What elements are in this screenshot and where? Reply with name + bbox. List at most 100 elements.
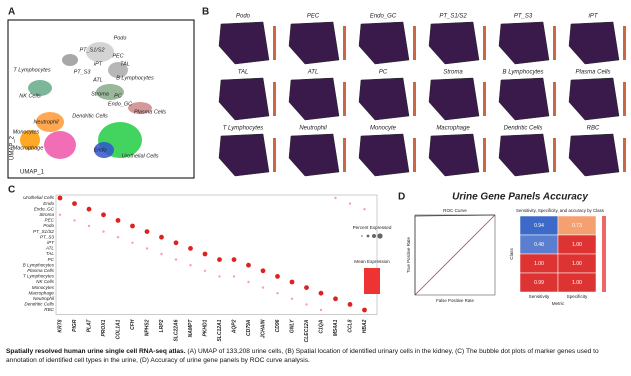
kidney-section bbox=[498, 21, 550, 65]
legend-dot bbox=[366, 234, 370, 238]
row-label: B Lymphocytes bbox=[23, 262, 55, 267]
gene-label: JCHAIN bbox=[260, 319, 266, 338]
dotplot-frame bbox=[55, 194, 378, 315]
heat-value: 1.00 bbox=[572, 261, 582, 267]
gene-label: CD79A bbox=[246, 319, 252, 336]
gene-label: AQP2 bbox=[231, 319, 237, 334]
heat-value: 0.73 bbox=[572, 223, 582, 229]
expression-dot bbox=[275, 274, 280, 279]
cluster-blob bbox=[108, 62, 128, 78]
row-label: T Lymphocytes bbox=[23, 274, 55, 279]
row-label: TAL bbox=[46, 251, 55, 256]
cluster-blob bbox=[20, 130, 40, 150]
tile-label: Monocyte bbox=[370, 126, 397, 132]
cluster-label: Dendritic Cells bbox=[72, 113, 108, 119]
expression-dot bbox=[246, 262, 251, 268]
panel-title: Urine Gene Panels Accuracy bbox=[452, 192, 588, 203]
expression-dot bbox=[116, 236, 120, 239]
caption-text: (A) UMAP of 133,208 urine cells, (B) Spa… bbox=[6, 348, 599, 364]
tile-label: Podo bbox=[236, 14, 251, 20]
expression-dot bbox=[232, 275, 236, 278]
cluster-blob bbox=[28, 80, 52, 96]
x-label: UMAP_1 bbox=[20, 170, 45, 176]
intensity-bar bbox=[343, 26, 346, 60]
tile-label: Neutrophil bbox=[299, 126, 327, 132]
expression-dot bbox=[203, 269, 207, 272]
row-label: Podo bbox=[43, 223, 54, 228]
tile-label: iPT bbox=[589, 14, 599, 20]
gene-label: KRT8 bbox=[57, 319, 63, 332]
cluster-label: Neutrophil bbox=[33, 119, 59, 125]
cluster-label: NK Cells bbox=[19, 93, 41, 99]
cluster-blob bbox=[36, 112, 64, 132]
heat-value: 0.99 bbox=[534, 280, 544, 286]
y-label: UMAP_2 bbox=[10, 135, 16, 160]
heat-value: 0.94 bbox=[534, 223, 544, 229]
tile-label: Endo_GC bbox=[370, 14, 397, 20]
expression-dot bbox=[73, 219, 76, 222]
cluster-blob bbox=[44, 131, 76, 159]
cluster-blob bbox=[94, 142, 114, 158]
legend-title: Mean Expression bbox=[354, 259, 390, 264]
cluster-label: Endo_GC bbox=[108, 101, 132, 107]
kidney-section bbox=[358, 21, 410, 65]
tile-label: Dendritic Cells bbox=[504, 126, 543, 132]
intensity-bar bbox=[343, 138, 346, 172]
kidney-section bbox=[218, 21, 270, 65]
cluster-label: Stroma bbox=[91, 91, 109, 97]
row-label: RBC bbox=[44, 307, 54, 312]
kidney-section bbox=[568, 133, 620, 177]
heat-value: 1.00 bbox=[572, 280, 582, 286]
expression-dot bbox=[174, 258, 178, 261]
kidney-section bbox=[288, 77, 340, 121]
expression-dot bbox=[348, 202, 352, 205]
cluster-label: PC bbox=[114, 93, 122, 99]
cluster-label: ATL bbox=[92, 77, 103, 83]
gene-label: CCL8 bbox=[347, 319, 353, 332]
expression-dot bbox=[145, 247, 149, 250]
expression-dot bbox=[160, 252, 163, 256]
expression-dot bbox=[231, 257, 237, 262]
panel-label: C bbox=[8, 185, 15, 196]
row-label: Neutrophil bbox=[33, 296, 55, 301]
expression-dot bbox=[102, 230, 105, 233]
cluster-label: T Lymphocytes bbox=[13, 67, 50, 73]
expression-dot bbox=[144, 229, 150, 235]
cluster-label: Endo bbox=[94, 147, 107, 153]
kidney-section bbox=[218, 77, 270, 121]
expression-dot bbox=[289, 279, 295, 285]
gene-label: LRP2 bbox=[159, 319, 165, 332]
intensity-bar bbox=[553, 138, 556, 172]
heat-value: 1.00 bbox=[572, 242, 582, 248]
intensity-bar bbox=[343, 82, 346, 116]
expression-dot bbox=[304, 285, 309, 290]
expression-dot bbox=[290, 297, 294, 300]
intensity-bar bbox=[483, 26, 486, 60]
gene-label: SLC12A1 bbox=[217, 319, 223, 341]
row-label: ATL bbox=[45, 246, 55, 251]
intensity-bar bbox=[623, 26, 626, 60]
panel-label: A bbox=[8, 7, 15, 18]
expression-dot bbox=[247, 280, 250, 284]
gene-label: HBA2 bbox=[362, 319, 368, 333]
kidney-section bbox=[288, 21, 340, 65]
intensity-bar bbox=[413, 82, 416, 116]
expression-dot bbox=[115, 218, 121, 223]
intensity-bar bbox=[273, 138, 276, 172]
row-label: PEC bbox=[45, 218, 55, 223]
row-label: PT_S3 bbox=[40, 234, 54, 239]
intensity-bar bbox=[273, 82, 276, 116]
intensity-bar bbox=[273, 26, 276, 60]
legend-dot bbox=[372, 234, 376, 238]
expression-dot bbox=[217, 257, 222, 262]
tile-label: PC bbox=[379, 70, 388, 76]
intensity-bar bbox=[483, 138, 486, 172]
cluster-label: PT_S1/S2 bbox=[79, 47, 104, 53]
panel-label: B bbox=[202, 7, 209, 18]
tile-label: ATL bbox=[307, 70, 319, 76]
cluster-label: TAL bbox=[120, 61, 130, 67]
expression-dot bbox=[363, 208, 366, 211]
kidney-section bbox=[568, 77, 620, 121]
gene-label: C1QA bbox=[318, 319, 324, 333]
expression-dot bbox=[101, 212, 106, 218]
